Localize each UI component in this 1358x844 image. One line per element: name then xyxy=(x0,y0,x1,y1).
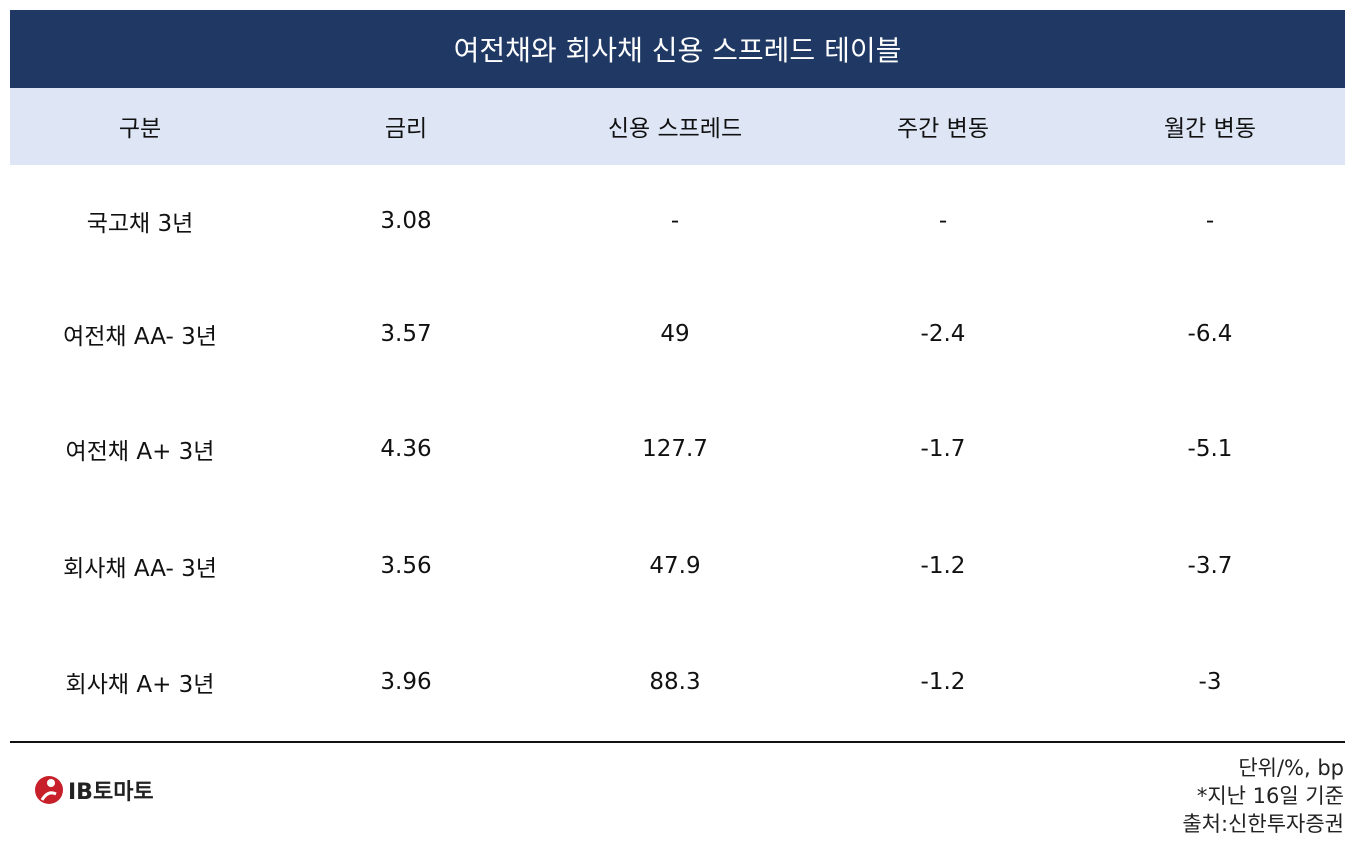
logo: IB토마토 xyxy=(34,772,154,808)
logo-text: IB토마토 xyxy=(68,780,154,805)
table-cell: 회사채 A+ 3년 xyxy=(65,672,215,698)
table-cell: -1.2 xyxy=(920,669,966,695)
table-cell: -6.4 xyxy=(1187,321,1233,347)
table-cell: -1.2 xyxy=(920,553,966,579)
bottom-rule xyxy=(10,741,1345,743)
table-cell: 127.7 xyxy=(642,436,708,462)
table-cell: -3.7 xyxy=(1187,553,1233,579)
table-title: 여전채와 회사채 신용 스프레드 테이블 xyxy=(10,10,1345,88)
header-cell: 월간 변동 xyxy=(1164,116,1256,142)
table-cell: 3.56 xyxy=(380,553,432,579)
header-cell: 주간 변동 xyxy=(897,116,989,142)
header-row xyxy=(10,88,1345,165)
table-cell: -1.7 xyxy=(920,436,966,462)
table-cell: 회사채 AA- 3년 xyxy=(63,556,217,582)
table-cell: 여전채 AA- 3년 xyxy=(63,324,217,350)
table-cell: 3.57 xyxy=(380,321,432,347)
footnote: 출처:신한투자증권 xyxy=(1182,812,1344,836)
table-cell: - xyxy=(670,208,680,234)
logo-icon xyxy=(35,776,63,804)
table-cell: - xyxy=(938,208,948,234)
table-cell: 국고채 3년 xyxy=(86,211,194,237)
table-cell: 47.9 xyxy=(649,553,701,579)
footnote: 단위/%, bp xyxy=(1238,756,1344,780)
header-cell: 신용 스프레드 xyxy=(607,116,743,142)
table-cell: -2.4 xyxy=(920,321,966,347)
table-cell: 3.08 xyxy=(380,208,432,234)
footnote: *지난 16일 기준 xyxy=(1196,784,1344,808)
table-cell: -5.1 xyxy=(1187,436,1233,462)
header-cell: 금리 xyxy=(384,116,428,142)
table-cell: - xyxy=(1205,208,1215,234)
table-cell: 여전채 A+ 3년 xyxy=(65,439,215,465)
table-cell: 3.96 xyxy=(380,669,432,695)
header-cell: 구분 xyxy=(118,116,162,142)
table-cell: 4.36 xyxy=(380,436,432,462)
table-cell: 88.3 xyxy=(649,669,701,695)
table-cell: -3 xyxy=(1198,669,1222,695)
table-cell: 49 xyxy=(660,321,690,347)
